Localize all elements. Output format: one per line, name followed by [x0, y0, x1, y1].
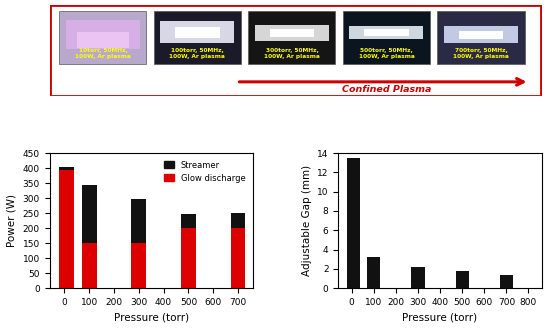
- Bar: [349, 26, 424, 39]
- Bar: [364, 29, 409, 36]
- Text: 10torr, 50MHz,
100W, Ar plasma: 10torr, 50MHz, 100W, Ar plasma: [75, 48, 131, 59]
- Bar: [82, 185, 97, 243]
- Y-axis label: Adjustable Gap (mm): Adjustable Gap (mm): [301, 165, 311, 276]
- Bar: [131, 199, 146, 243]
- Bar: [455, 271, 469, 288]
- Text: 700torr, 50MHz,
100W, Ar plasma: 700torr, 50MHz, 100W, Ar plasma: [453, 48, 509, 59]
- Bar: [181, 228, 196, 288]
- Legend: Streamer, Glow discharge: Streamer, Glow discharge: [161, 157, 249, 186]
- Bar: [59, 170, 74, 288]
- X-axis label: Pressure (torr): Pressure (torr): [403, 312, 477, 322]
- Text: 100torr, 50MHz,
100W, Ar plasma: 100torr, 50MHz, 100W, Ar plasma: [169, 48, 226, 59]
- Bar: [66, 19, 140, 49]
- Bar: [131, 243, 146, 288]
- Bar: [230, 228, 245, 288]
- Bar: [500, 275, 513, 288]
- Text: 500torr, 50MHz,
100W, Ar plasma: 500torr, 50MHz, 100W, Ar plasma: [359, 48, 414, 59]
- Bar: [175, 27, 219, 38]
- Bar: [459, 31, 503, 39]
- Bar: [255, 25, 329, 41]
- Bar: [77, 32, 129, 48]
- Bar: [367, 257, 381, 288]
- Bar: [249, 10, 336, 64]
- Text: Confined Plasma: Confined Plasma: [342, 85, 431, 93]
- X-axis label: Pressure (torr): Pressure (torr): [114, 312, 189, 322]
- Bar: [82, 243, 97, 288]
- Bar: [161, 21, 234, 44]
- Bar: [154, 10, 241, 64]
- Bar: [270, 29, 314, 37]
- Bar: [59, 166, 74, 170]
- Bar: [444, 26, 518, 44]
- Bar: [347, 158, 360, 288]
- Bar: [181, 214, 196, 228]
- Bar: [230, 213, 245, 228]
- Bar: [343, 10, 430, 64]
- Bar: [437, 10, 525, 64]
- Text: 300torr, 50MHz,
100W, Ar plasma: 300torr, 50MHz, 100W, Ar plasma: [264, 48, 320, 59]
- Bar: [59, 10, 146, 64]
- Bar: [411, 267, 425, 288]
- Y-axis label: Power (W): Power (W): [7, 194, 17, 247]
